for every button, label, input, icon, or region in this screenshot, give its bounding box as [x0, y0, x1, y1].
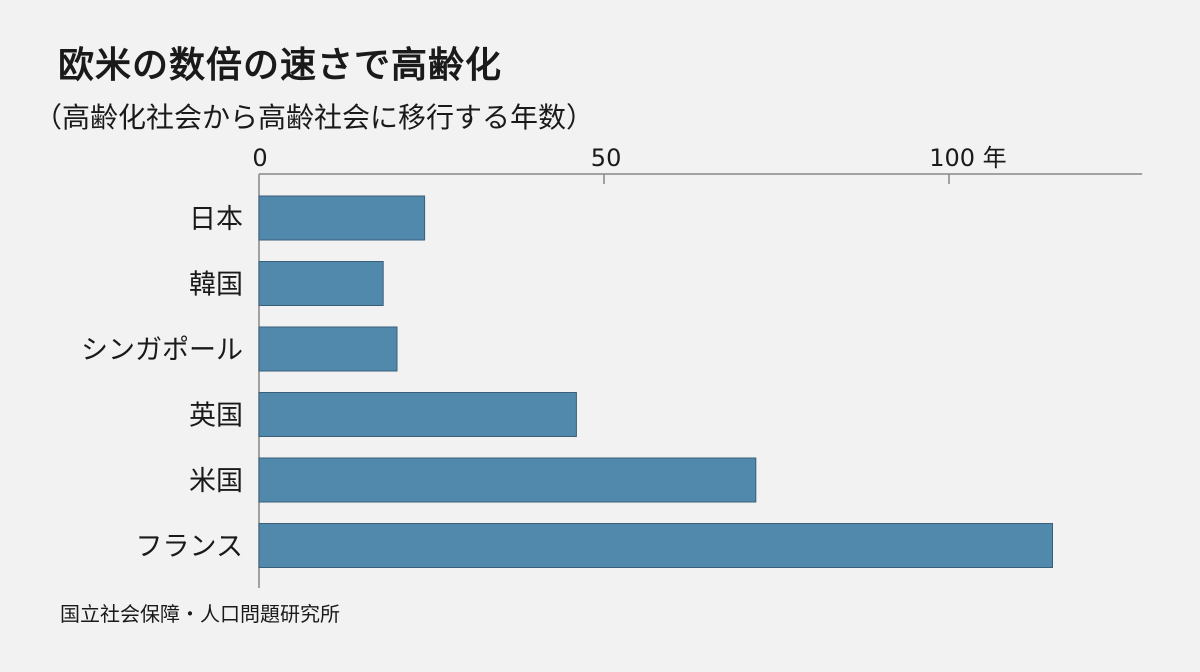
bar	[258, 392, 577, 437]
bar	[258, 261, 384, 306]
chart-subtitle: （高齢化社会から高齢社会に移行する年数）	[34, 101, 595, 134]
category-label: 韓国	[189, 270, 243, 301]
bar	[258, 523, 1053, 568]
category-label: フランス	[136, 532, 243, 563]
bar	[258, 457, 757, 503]
x-tick-label: 0	[252, 144, 267, 172]
tick-label-layer: 0 50 100 年	[252, 144, 1006, 172]
x-tick-label: 50	[591, 144, 622, 172]
bar	[258, 326, 398, 372]
axis-layer	[258, 173, 1143, 588]
bar	[258, 195, 426, 241]
source-note: 国立社会保障・人口問題研究所	[60, 602, 340, 626]
x-tick-label: 100 年	[929, 144, 1006, 172]
category-label: 英国	[189, 401, 243, 432]
chart-title: 欧米の数倍の速さで高齢化	[58, 45, 503, 86]
category-label: シンガポール	[81, 335, 243, 366]
bar-layer	[258, 195, 1053, 568]
category-label: 米国	[189, 466, 243, 497]
category-label: 日本	[189, 204, 243, 235]
